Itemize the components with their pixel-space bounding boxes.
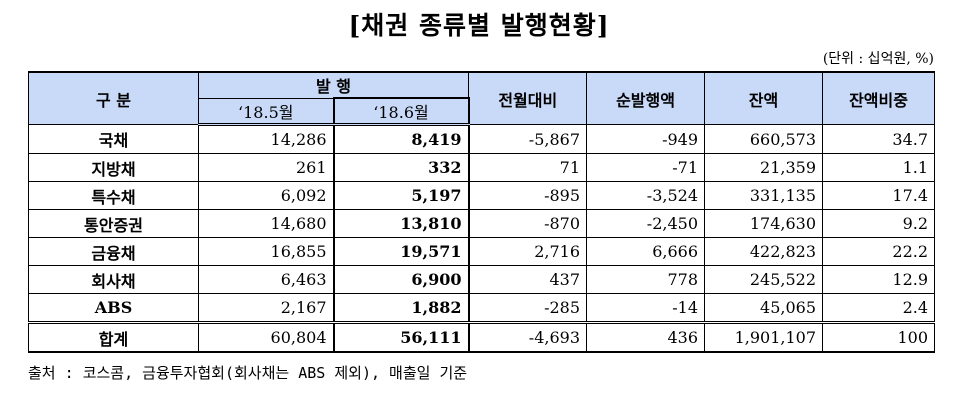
header-may: ‘18.5월 bbox=[198, 97, 334, 126]
cell-name: 통안증권 bbox=[28, 209, 199, 238]
unit-note: (단위 : 십억원, %) bbox=[822, 51, 934, 67]
table-row: 특수채 6,092 5,197 -895 -3,524 331,135 17.4 bbox=[28, 181, 936, 210]
cell-name: 회사채 bbox=[28, 265, 199, 294]
cell-share: 2.4 bbox=[822, 293, 936, 323]
cell-may: 2,167 bbox=[198, 293, 334, 323]
cell-balance: 1,901,107 bbox=[704, 321, 824, 353]
cell-balance: 660,573 bbox=[704, 124, 824, 154]
cell-mom: -870 bbox=[468, 209, 588, 238]
table-row: 금융채 16,855 19,571 2,716 6,666 422,823 22.2 bbox=[28, 237, 936, 266]
header-balance: 잔액 bbox=[704, 71, 824, 125]
cell-mom: 71 bbox=[468, 153, 588, 182]
cell-may: 6,092 bbox=[198, 181, 334, 210]
cell-name: 국채 bbox=[28, 124, 199, 154]
cell-name: 금융채 bbox=[28, 237, 199, 266]
header-jun: ‘18.6월 bbox=[332, 97, 470, 126]
header-issuance: 발 행 bbox=[197, 71, 470, 99]
cell-balance: 174,630 bbox=[704, 209, 824, 238]
cell-share: 22.2 bbox=[822, 237, 936, 266]
table-row: ABS 2,167 1,882 -285 -14 45,065 2.4 bbox=[28, 293, 936, 323]
cell-jun: 19,571 bbox=[332, 237, 470, 266]
total-row: 합계 60,804 56,111 -4,693 436 1,901,107 100 bbox=[28, 321, 936, 353]
table-row: 국채 14,286 8,419 -5,867 -949 660,573 34.7 bbox=[28, 124, 936, 154]
cell-may: 14,680 bbox=[198, 209, 334, 238]
page-title: [채권 종류별 발행현황] bbox=[348, 11, 610, 40]
cell-balance: 245,522 bbox=[704, 265, 824, 294]
cell-name: ABS bbox=[28, 293, 199, 323]
header-net-issuance: 순발행액 bbox=[586, 71, 706, 125]
cell-net: 6,666 bbox=[586, 237, 706, 266]
cell-mom: 2,716 bbox=[468, 237, 588, 266]
cell-balance: 45,065 bbox=[704, 293, 824, 323]
table-row: 회사채 6,463 6,900 437 778 245,522 12.9 bbox=[28, 265, 936, 294]
cell-jun: 8,419 bbox=[332, 124, 470, 154]
cell-may: 16,855 bbox=[198, 237, 334, 266]
cell-mom: -4,693 bbox=[468, 321, 588, 353]
cell-net: -2,450 bbox=[586, 209, 706, 238]
cell-mom: -285 bbox=[468, 293, 588, 323]
cell-jun: 1,882 bbox=[332, 293, 470, 323]
cell-jun: 5,197 bbox=[332, 181, 470, 210]
cell-jun: 6,900 bbox=[332, 265, 470, 294]
cell-jun: 332 bbox=[332, 153, 470, 182]
cell-jun: 56,111 bbox=[332, 321, 470, 353]
cell-may: 261 bbox=[198, 153, 334, 182]
header-share: 잔액비중 bbox=[822, 71, 936, 125]
cell-net: -14 bbox=[586, 293, 706, 323]
table-row: 통안증권 14,680 13,810 -870 -2,450 174,630 9.2 bbox=[28, 209, 936, 238]
cell-may: 60,804 bbox=[198, 321, 334, 353]
cell-mom: -5,867 bbox=[468, 124, 588, 154]
cell-mom: 437 bbox=[468, 265, 588, 294]
bond-issuance-table: 구 분 발 행 전월대비 순발행액 잔액 잔액비중 ‘18.5월 ‘18.6월 … bbox=[28, 71, 936, 353]
cell-name: 합계 bbox=[28, 321, 199, 353]
cell-balance: 422,823 bbox=[704, 237, 824, 266]
header-mom: 전월대비 bbox=[468, 71, 588, 125]
cell-name: 특수채 bbox=[28, 181, 199, 210]
cell-net: -949 bbox=[586, 124, 706, 154]
table-row: 지방채 261 332 71 -71 21,359 1.1 bbox=[28, 153, 936, 182]
cell-share: 17.4 bbox=[822, 181, 936, 210]
cell-may: 6,463 bbox=[198, 265, 334, 294]
cell-net: 778 bbox=[586, 265, 706, 294]
cell-net: 436 bbox=[586, 321, 706, 353]
cell-balance: 331,135 bbox=[704, 181, 824, 210]
cell-net: -71 bbox=[586, 153, 706, 182]
header-category: 구 분 bbox=[28, 71, 199, 125]
cell-net: -3,524 bbox=[586, 181, 706, 210]
cell-share: 9.2 bbox=[822, 209, 936, 238]
cell-share: 34.7 bbox=[822, 124, 936, 154]
cell-may: 14,286 bbox=[198, 124, 334, 154]
cell-mom: -895 bbox=[468, 181, 588, 210]
table-body: 국채 14,286 8,419 -5,867 -949 660,573 34.7 지방채 261… bbox=[28, 124, 936, 353]
cell-share: 100 bbox=[822, 321, 936, 353]
cell-name: 지방채 bbox=[28, 153, 199, 182]
cell-balance: 21,359 bbox=[704, 153, 824, 182]
cell-share: 12.9 bbox=[822, 265, 936, 294]
cell-share: 1.1 bbox=[822, 153, 936, 182]
cell-jun: 13,810 bbox=[332, 209, 470, 238]
source-note: 출처 : 코스콤, 금융투자협회(회사채는 ABS 제외), 매출일 기준 bbox=[28, 364, 468, 382]
